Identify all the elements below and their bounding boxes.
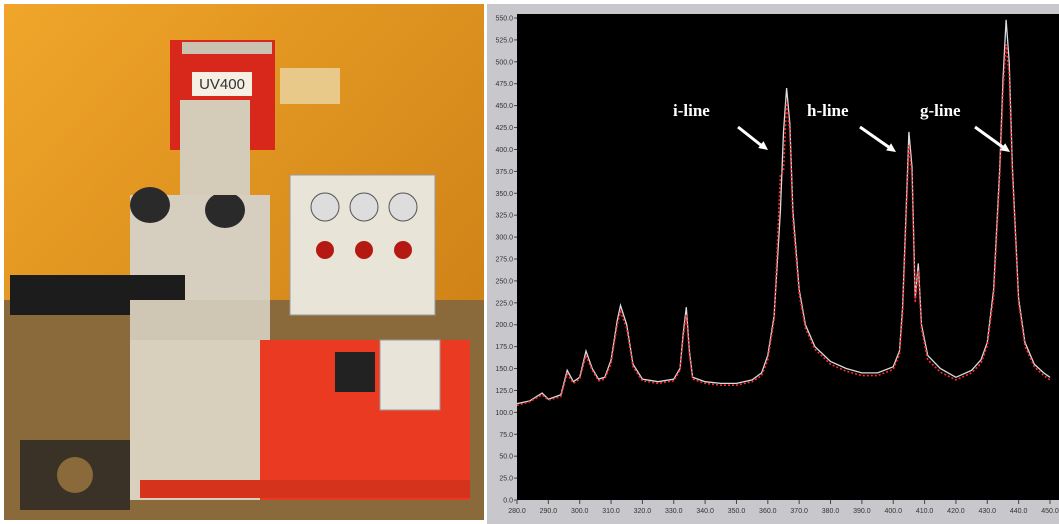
y-tick-label: 500.0 (495, 59, 513, 66)
x-tick-label: 420.0 (947, 508, 965, 515)
x-tick-label: 450.0 (1041, 508, 1059, 515)
y-tick-label: 75.0 (499, 432, 513, 439)
y-tick-label: 425.0 (495, 125, 513, 132)
y-tick-label: 0.0 (503, 498, 513, 505)
y-tick-label: 375.0 (495, 169, 513, 176)
y-tick-label: 450.0 (495, 103, 513, 110)
y-tick-label: 325.0 (495, 213, 513, 220)
y-tick-label: 100.0 (495, 410, 513, 417)
y-tick-label: 350.0 (495, 191, 513, 198)
x-tick-label: 360.0 (759, 508, 777, 515)
x-tick-label: 300.0 (571, 508, 589, 515)
x-tick-label: 430.0 (979, 508, 997, 515)
y-tick-label: 525.0 (495, 37, 513, 44)
annotation: h-line (807, 101, 849, 120)
y-tick-label: 25.0 (499, 476, 513, 483)
y-tick-label: 125.0 (495, 388, 513, 395)
x-tick-label: 280.0 (508, 508, 526, 515)
plot-area (517, 14, 1059, 500)
y-tick-label: 225.0 (495, 300, 513, 307)
annotation: g-line (920, 101, 961, 120)
x-tick-label: 350.0 (728, 508, 746, 515)
x-tick-label: 330.0 (665, 508, 683, 515)
x-tick-label: 310.0 (602, 508, 620, 515)
panel-label: UV400 (199, 76, 245, 93)
x-tick-label: 380.0 (822, 508, 840, 515)
x-tick-label: 400.0 (884, 508, 902, 515)
y-tick-label: 150.0 (495, 366, 513, 373)
x-tick-label: 340.0 (696, 508, 714, 515)
y-tick-label: 475.0 (495, 81, 513, 88)
photo: UV400 (4, 4, 484, 520)
annotation: i-line (673, 101, 710, 120)
y-tick-label: 550.0 (495, 16, 513, 23)
x-tick-label: 370.0 (790, 508, 808, 515)
x-tick-label: 390.0 (853, 508, 871, 515)
x-tick-label: 290.0 (540, 508, 558, 515)
y-tick-label: 50.0 (499, 454, 513, 461)
x-tick-label: 320.0 (634, 508, 652, 515)
y-tick-label: 200.0 (495, 322, 513, 329)
y-tick-label: 175.0 (495, 344, 513, 351)
y-tick-label: 300.0 (495, 235, 513, 242)
y-tick-label: 275.0 (495, 257, 513, 264)
x-tick-label: 440.0 (1010, 508, 1028, 515)
figure: UV400 0.0 25.0 50.0 75.0 100.0 125.0 150.0 175.… (0, 0, 1059, 524)
y-tick-label: 400.0 (495, 147, 513, 154)
x-tick-label: 410.0 (916, 508, 934, 515)
y-tick-label: 250.0 (495, 278, 513, 285)
